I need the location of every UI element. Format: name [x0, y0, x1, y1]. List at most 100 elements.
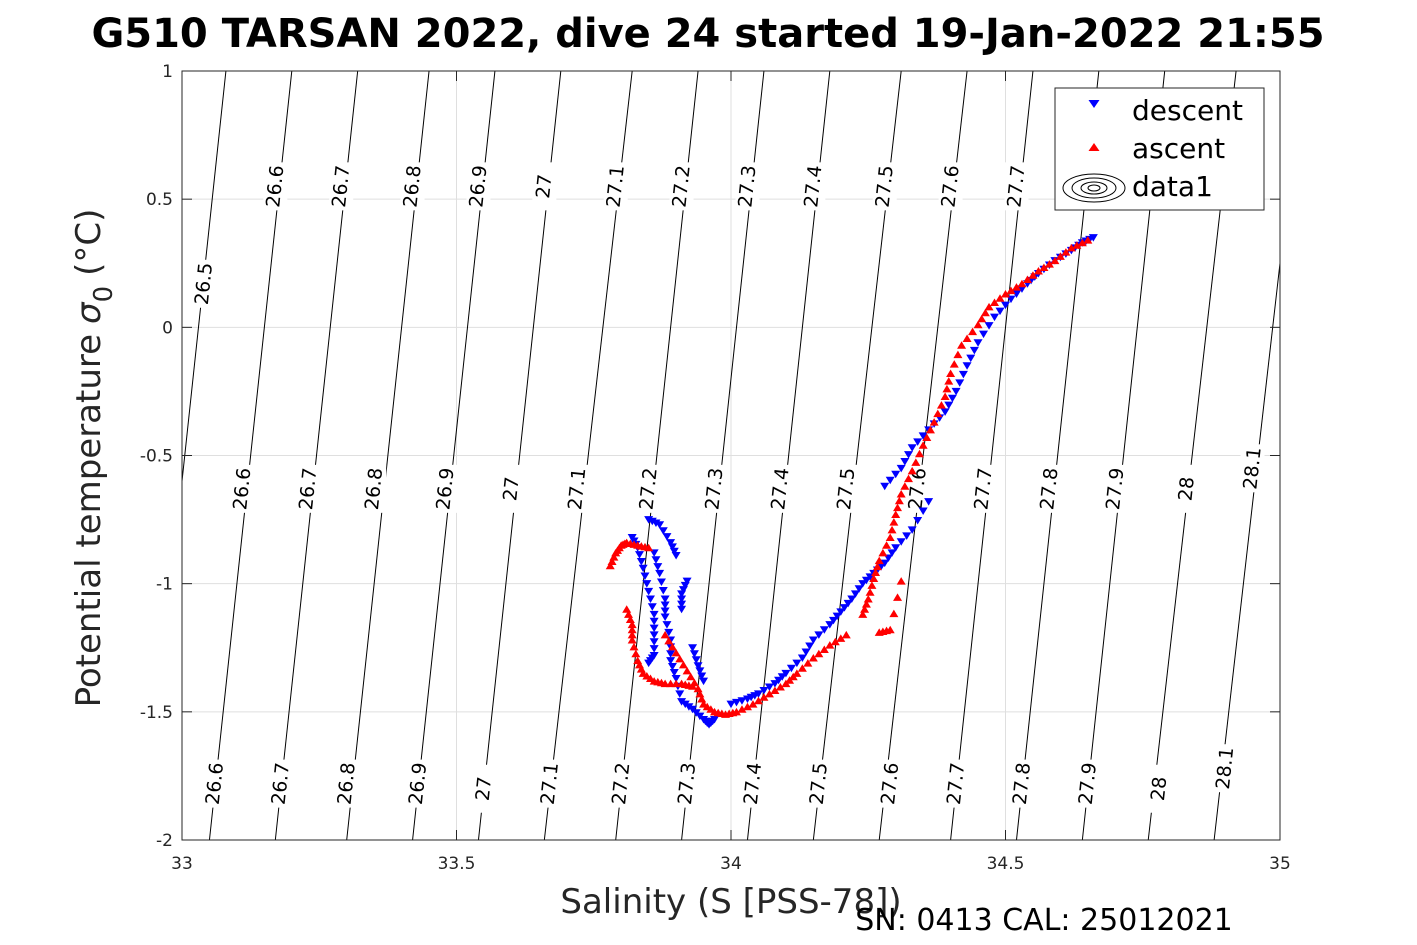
contour-label: 27.9 [1102, 467, 1128, 511]
x-tick-label: 33 [171, 854, 193, 874]
contour-label: 26.6 [202, 761, 228, 805]
ascent-marker [889, 609, 899, 618]
ascent-marker [944, 377, 954, 385]
y-tick-label: -1 [156, 575, 173, 595]
contour-label: 28.1 [1212, 746, 1238, 790]
descent-marker [913, 516, 923, 525]
descent-marker [666, 657, 676, 665]
descent-marker [847, 595, 857, 604]
descent-marker [781, 669, 791, 678]
ascent-marker [682, 666, 692, 675]
ascent-marker [1044, 260, 1054, 268]
descent-marker [726, 700, 736, 709]
x-tick-label: 34 [720, 854, 742, 874]
ascent-marker [693, 684, 703, 693]
contour-label: 26.7 [295, 467, 321, 511]
descent-marker [891, 544, 901, 552]
ascent-marker [625, 615, 635, 624]
descent-marker [995, 307, 1005, 316]
contour-label-background [499, 464, 524, 513]
descent-marker [759, 686, 769, 695]
descent-marker [677, 605, 687, 614]
descent-marker [839, 604, 849, 612]
contour-label: 27.6 [937, 164, 963, 208]
descent-marker [958, 370, 968, 379]
legend-box [1054, 87, 1265, 211]
descent-marker [636, 557, 646, 566]
descent-marker [671, 551, 681, 560]
descent-marker [850, 590, 860, 598]
ascent-marker [753, 696, 763, 705]
descent-marker [770, 680, 780, 688]
ascent-marker [918, 441, 928, 449]
ascent-marker [914, 449, 924, 458]
contour-label-background [806, 759, 831, 808]
contour-label: 26.6 [229, 467, 255, 511]
ascent-marker [686, 672, 696, 681]
ascent-marker [882, 541, 892, 549]
y-tick-label: 0.5 [146, 190, 173, 210]
descent-marker [900, 457, 910, 466]
ascent-marker [977, 314, 987, 323]
contour-label: 26.7 [328, 164, 354, 208]
contour-label: 26.9 [405, 761, 431, 805]
contour-label: 26.9 [465, 164, 491, 208]
ascent-marker [904, 474, 914, 483]
density-contour-labels: 26.5 26.6 26.7 26.8 26.9 27 27.1 27.2 27.3 27.4 27… [191, 162, 1266, 813]
contour-label-background [565, 464, 590, 513]
contour-label-background [532, 162, 557, 211]
contour-label: 26.7 [268, 761, 294, 805]
contour-label-background [834, 464, 859, 513]
descent-marker [902, 532, 912, 540]
ascent-marker [1077, 238, 1087, 247]
x-tick-label: 33.5 [438, 854, 476, 874]
ascent-marker [968, 327, 978, 336]
descent-marker [731, 698, 741, 707]
ascent-marker [990, 298, 1000, 307]
contour-label: 26.9 [432, 467, 458, 511]
y-tick-label: 0 [162, 318, 173, 338]
descent-marker [642, 580, 652, 588]
descent-marker [677, 600, 687, 609]
descent-marker [660, 595, 670, 604]
descent-marker [649, 617, 659, 626]
ascent-marker [1028, 271, 1038, 279]
descent-marker [678, 586, 688, 594]
descent-marker [753, 690, 763, 698]
contour-label-background [603, 162, 628, 211]
ascent-marker [858, 610, 868, 618]
contour-label: 28 [1147, 776, 1171, 802]
ascent-marker [889, 518, 899, 526]
ascent-marker [764, 689, 774, 698]
contour-label: 27.8 [1036, 467, 1062, 511]
contour-label-background [537, 759, 562, 808]
contour-label-background [1037, 464, 1062, 513]
ascent-marker [841, 630, 851, 639]
descent-marker [861, 576, 871, 585]
legend-descent-label: descent [1132, 94, 1243, 127]
ascent-marker [893, 503, 903, 512]
ascent-marker [1066, 243, 1076, 252]
contour-label-background [675, 759, 700, 808]
contour-label: 28.1 [1239, 446, 1265, 490]
contour-label: 26.8 [361, 467, 387, 511]
ascent-marker [1011, 283, 1021, 291]
chart-title: G510 TARSAN 2022, dive 24 started 19-Jan… [91, 11, 1324, 57]
descent-marker [854, 585, 864, 593]
ascent-marker [797, 664, 807, 672]
descent-marker [635, 551, 644, 559]
legend-ascent-marker [1088, 143, 1100, 151]
contour-label-background [1240, 444, 1265, 493]
y-tick-label: -1.5 [140, 703, 173, 723]
ascent-marker [860, 605, 870, 613]
ascent-marker [627, 630, 637, 639]
ascent-marker [867, 581, 877, 589]
descent-marker [644, 587, 654, 596]
descent-marker [647, 603, 657, 611]
contour-label-background [406, 759, 431, 808]
descent-marker [1001, 301, 1010, 310]
ascent-marker [759, 693, 769, 701]
ascent-marker [907, 466, 917, 475]
contour-label-background [263, 162, 288, 211]
ascent-marker [644, 543, 654, 552]
